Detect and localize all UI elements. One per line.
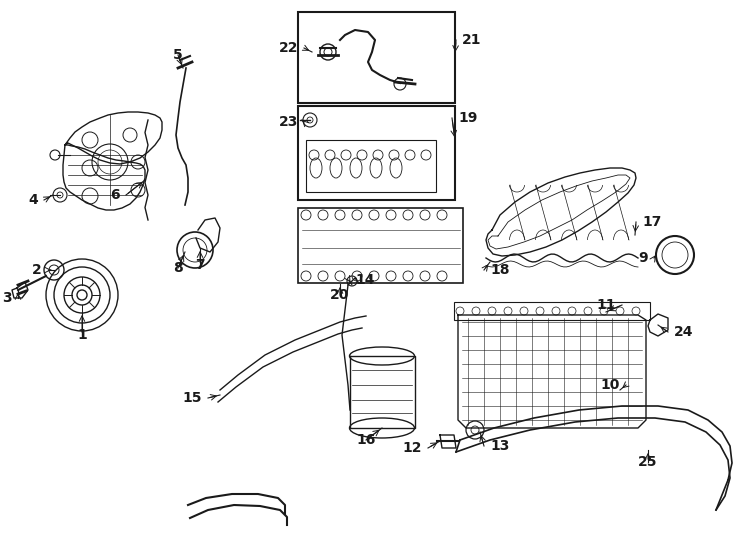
Text: 5: 5 [173, 48, 183, 62]
Text: 19: 19 [458, 111, 477, 125]
Text: 16: 16 [356, 433, 376, 447]
Text: 20: 20 [330, 288, 349, 302]
Text: 14: 14 [355, 273, 374, 287]
Bar [298, 12, 455, 103]
Text: 12: 12 [402, 441, 422, 455]
Bar [298, 106, 455, 200]
Text: 25: 25 [639, 455, 658, 469]
Text: 1: 1 [77, 328, 87, 342]
Text: 8: 8 [173, 261, 183, 275]
Text: 4: 4 [28, 193, 38, 207]
Text: 17: 17 [642, 215, 661, 229]
Text: 24: 24 [674, 325, 694, 339]
Text: 9: 9 [639, 251, 648, 265]
Text: 6: 6 [110, 188, 120, 202]
Text: 11: 11 [597, 298, 616, 312]
Text: 21: 21 [462, 33, 482, 47]
Bar [298, 208, 463, 283]
Text: 22: 22 [278, 41, 298, 55]
Text: 10: 10 [600, 378, 620, 392]
Text: 3: 3 [2, 291, 12, 305]
Text: 13: 13 [490, 439, 509, 453]
Text: 7: 7 [195, 258, 205, 272]
Bar [306, 140, 436, 192]
Text: 15: 15 [183, 391, 202, 405]
Text: 18: 18 [490, 263, 509, 277]
Text: 2: 2 [32, 263, 42, 277]
Text: 23: 23 [279, 115, 298, 129]
Bar [454, 302, 650, 320]
